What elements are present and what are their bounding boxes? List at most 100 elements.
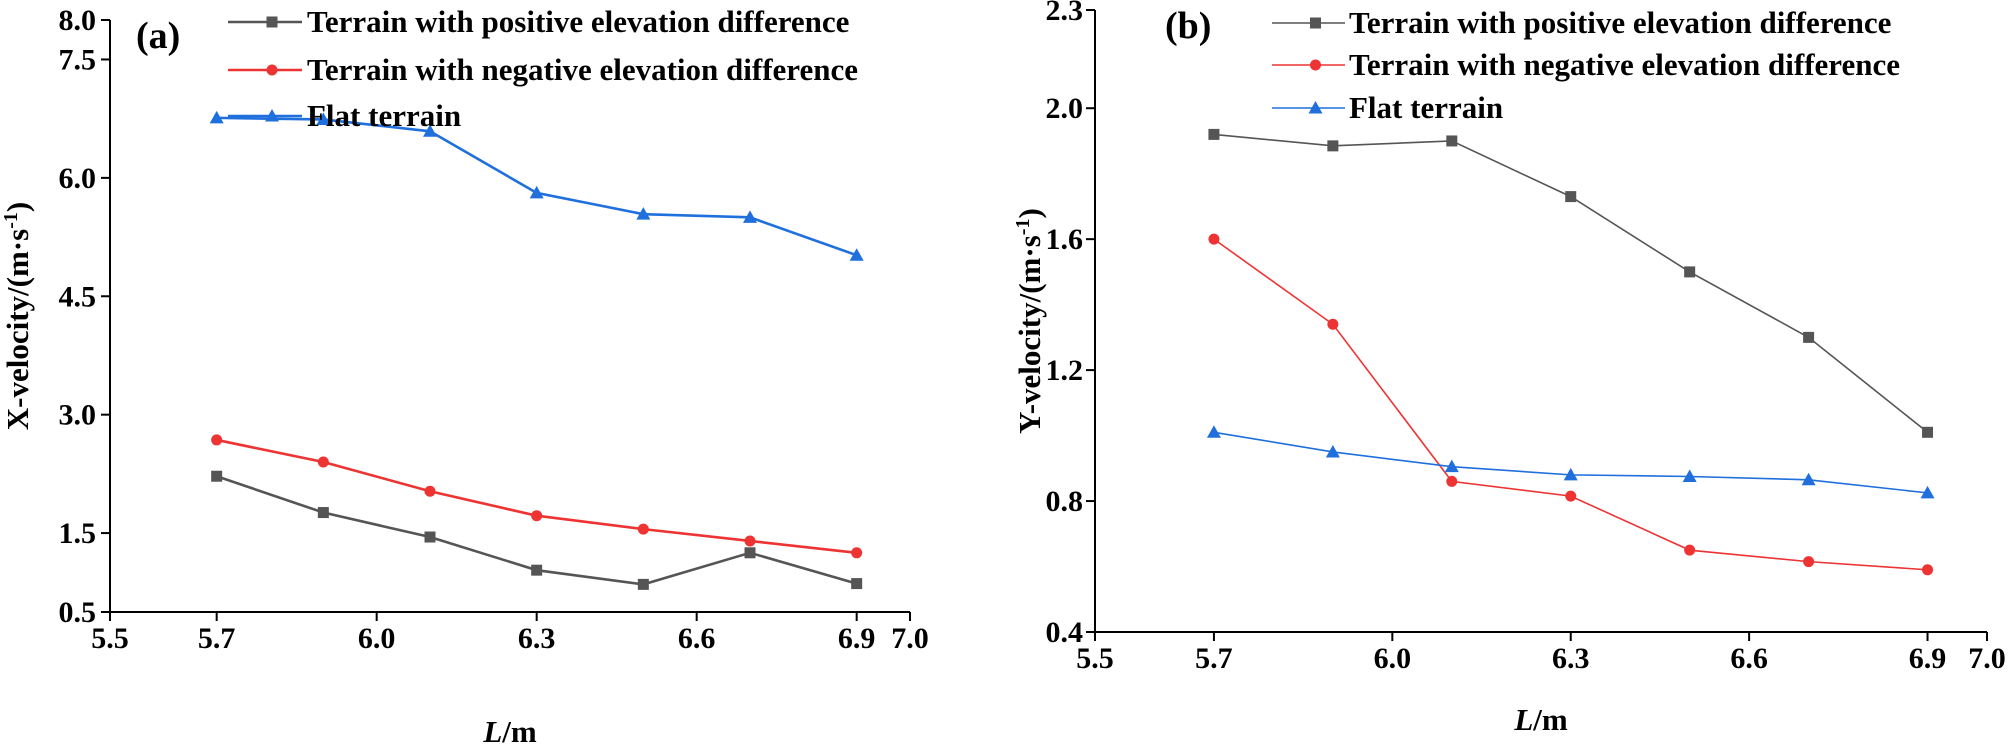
data-point [209, 110, 224, 124]
series-triangle [1206, 425, 1935, 499]
x-tick-label: 6.6 [1730, 642, 1768, 675]
data-point [1803, 556, 1815, 568]
y-axis-title: Y-velocity/(m·s-1) [1012, 208, 1047, 434]
series-square [211, 470, 863, 590]
y-tick-label: 4.5 [59, 280, 97, 313]
chart-panel-a: 5.5 5.7 6.0 6.3 6.6 6.9 7.0 0.5 1.5 3.0 4.5 6.0 7.5 8… [0, 4, 929, 749]
legend-entry: Terrain with positive elevation differen… [1272, 5, 1891, 40]
x-tick-label: 6.3 [1552, 642, 1590, 675]
x-tick-label: 7.0 [1968, 642, 2006, 675]
legend-entry: Terrain with positive elevation differen… [228, 4, 849, 39]
y-axis-title-yunit-close: ) [1012, 208, 1047, 218]
x-tick-label: 5.7 [1195, 642, 1233, 675]
data-point [1565, 191, 1577, 203]
data-point [531, 510, 543, 522]
y-tick-label: 6.0 [59, 162, 97, 195]
legend-label: Terrain with positive elevation differen… [307, 4, 849, 39]
y-axis-title-yunit-close: ) [0, 202, 35, 212]
data-point [744, 547, 756, 559]
legend-marker [265, 109, 279, 122]
x-axis-title-italic: L [482, 714, 502, 747]
y-tick-label: 1.6 [1046, 223, 1084, 256]
x-tick-label: 6.9 [1909, 642, 1947, 675]
x-tick-label: 6.6 [678, 622, 716, 655]
y-tick-label: 0.8 [1046, 485, 1084, 518]
legend-marker [1310, 59, 1321, 71]
data-point [1922, 564, 1934, 576]
data-point [637, 523, 649, 535]
x-axis-title-italic: L [1513, 702, 1533, 737]
legend-label: Flat terrain [1349, 90, 1503, 125]
data-point [1325, 444, 1340, 458]
x-tick-label: 5.5 [1076, 642, 1114, 675]
data-point [531, 564, 543, 576]
legend-label: Flat terrain [307, 98, 461, 133]
data-point [1446, 135, 1458, 147]
data-point [424, 485, 436, 497]
data-point [851, 578, 863, 590]
chart-panel-b: 5.5 5.7 6.0 6.3 6.6 6.9 7.0 0.4 0.8 1.2 1.6 2.0 2.3 L… [1012, 0, 2006, 737]
data-point [1208, 128, 1220, 140]
legend-entry: Flat terrain [228, 98, 461, 133]
data-point [1444, 459, 1459, 473]
x-tick-label: 7.0 [891, 622, 929, 655]
legend-label: Terrain with positive elevation differen… [1349, 5, 1891, 40]
data-point [423, 124, 437, 137]
series-square [1208, 128, 1934, 438]
series-line [216, 438, 857, 555]
data-point [1327, 140, 1339, 152]
y-axis-title-yunit-sup: -1 [0, 212, 22, 229]
legend-label: Terrain with negative elevation differen… [307, 52, 858, 87]
y-tick-label: 0.4 [1046, 616, 1084, 649]
x-tick-label: 6.3 [518, 622, 556, 655]
data-point [1920, 485, 1935, 499]
series-triangle [209, 110, 864, 261]
y-tick-label: 1.5 [59, 517, 97, 550]
legend-entry: Terrain with negative elevation differen… [1272, 47, 1900, 82]
y-tick-label: 2.3 [1046, 0, 1084, 27]
data-point [1446, 475, 1458, 487]
data-point [1682, 469, 1697, 482]
data-point [317, 456, 329, 468]
data-point [1684, 266, 1696, 278]
data-point [1565, 490, 1577, 502]
data-point [424, 531, 436, 543]
legend-marker [266, 16, 278, 28]
legend-marker [1310, 17, 1321, 29]
y-axis-title: X-velocity/(m·s-1) [0, 202, 35, 430]
x-tick-label: 5.5 [91, 622, 129, 655]
y-axis-title-yunit: (m·s [0, 229, 35, 288]
y-axis-title-yunit-sup: -1 [1012, 219, 1034, 236]
data-point [637, 578, 649, 590]
y-tick-label: 1.2 [1046, 354, 1084, 387]
data-point [851, 547, 863, 559]
data-point [1684, 544, 1696, 556]
series-line [1213, 238, 1928, 571]
x-axis-title-unit: /m [1532, 702, 1568, 737]
data-point [317, 507, 329, 519]
x-tick-label: 5.7 [198, 622, 236, 655]
panel-label: (b) [1165, 5, 1211, 47]
panel-label: (a) [136, 15, 180, 57]
y-tick-label: 2.0 [1046, 92, 1084, 125]
data-point [1327, 318, 1339, 330]
data-point [743, 210, 757, 223]
data-point [1801, 472, 1816, 486]
data-point [849, 248, 864, 261]
x-axis-title-unit: /m [501, 714, 537, 747]
y-axis-title-ylabel: X-velocity/ [0, 287, 35, 430]
data-point [1922, 426, 1934, 438]
y-axis-title-yunit: (m·s [1012, 235, 1047, 294]
data-point [211, 434, 223, 446]
legend-marker [1308, 101, 1323, 114]
legend-entry: Flat terrain [1272, 90, 1503, 125]
data-point [211, 470, 223, 482]
data-point [316, 112, 331, 125]
series-circle [211, 434, 863, 559]
data-point [1206, 425, 1221, 438]
x-tick-label: 6.9 [838, 622, 876, 655]
data-point [1563, 467, 1578, 481]
y-tick-label: 8.0 [59, 4, 97, 37]
series-circle [1208, 233, 1934, 576]
